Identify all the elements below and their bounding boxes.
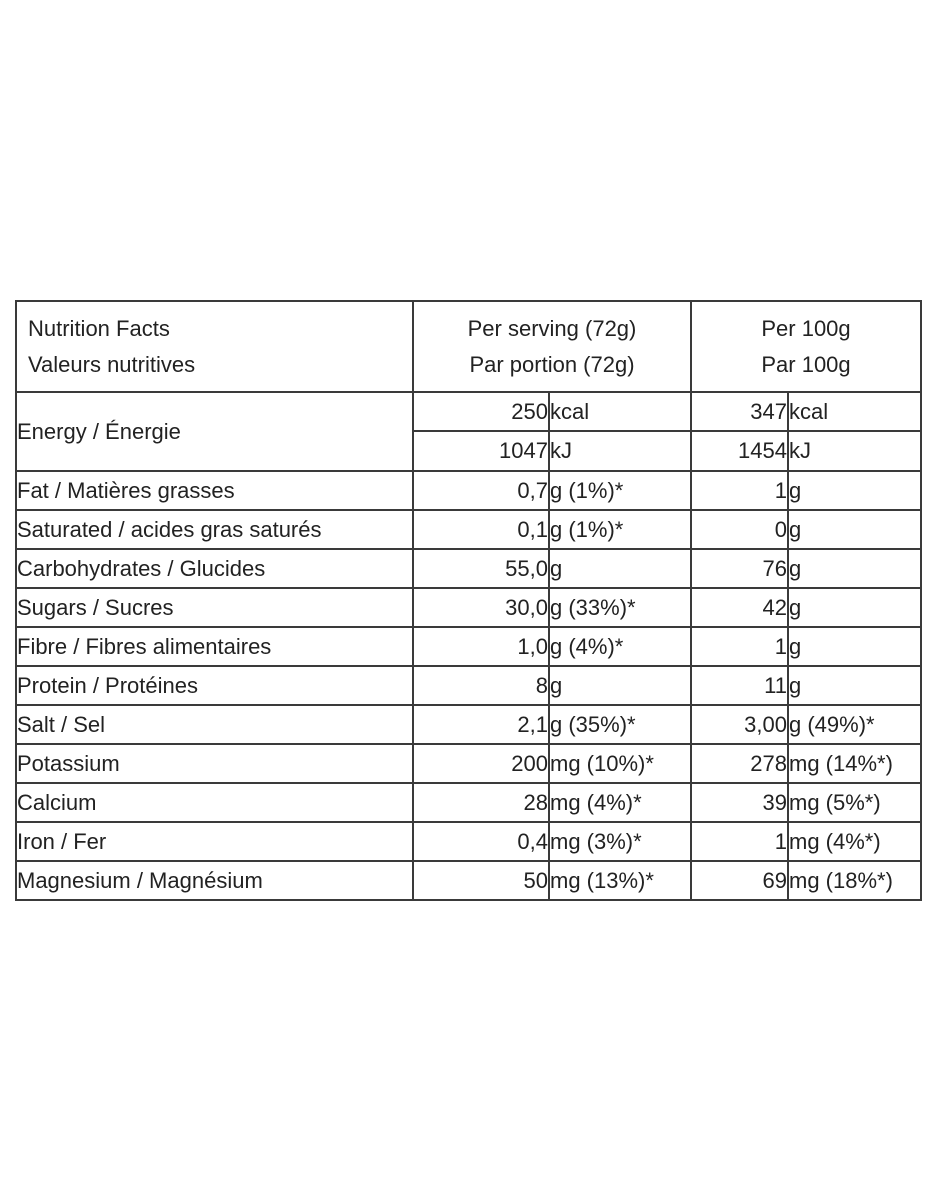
table-row: Potassium 200 mg (10%)* 278 mg (14%*) xyxy=(15,743,923,784)
serving-unit: g (35%)* xyxy=(548,704,692,745)
serving-unit: mg (10%)* xyxy=(548,743,692,784)
table-row: Iron / Fer 0,4 mg (3%)* 1 mg (4%*) xyxy=(15,821,923,862)
nutrient-label: Sugars / Sucres xyxy=(15,587,414,628)
table-row: Magnesium / Magnésium 50 mg (13%)* 69 mg… xyxy=(15,860,923,901)
table-row: Saturated / acides gras saturés 0,1 g (1… xyxy=(15,509,923,550)
per-serving-header-cell: Per serving (72g) Par portion (72g) xyxy=(412,300,692,393)
table-row: Salt / Sel 2,1 g (35%)* 3,00 g (49%)* xyxy=(15,704,923,745)
per100-unit: mg (4%*) xyxy=(786,821,923,862)
per100-unit: g xyxy=(786,587,923,628)
energy-kj-serving-unit: kJ xyxy=(548,430,692,472)
per-serving-header-fr: Par portion (72g) xyxy=(469,351,635,377)
energy-kj-per100-value: 1454 xyxy=(690,430,789,472)
per-100g-header-cell: Per 100g Par 100g xyxy=(689,300,923,393)
energy-kcal-per100-value: 347 xyxy=(690,391,789,432)
nutrient-label: Carbohydrates / Glucides xyxy=(15,548,414,589)
serving-value: 0,4 xyxy=(412,821,550,862)
per100-value: 3,00 xyxy=(690,704,789,745)
per100-value: 1 xyxy=(690,626,789,667)
per100-unit: g xyxy=(786,665,923,706)
nutrient-label-energy: Energy / Énergie xyxy=(15,391,414,472)
per100-unit: mg (18%*) xyxy=(786,860,923,901)
per100-value: 69 xyxy=(690,860,789,901)
per100-value: 42 xyxy=(690,587,789,628)
nutrient-label: Iron / Fer xyxy=(15,821,414,862)
per100-unit: g xyxy=(786,509,923,550)
table-row: Fat / Matières grasses 0,7 g (1%)* 1 g xyxy=(15,470,923,511)
nutrient-label: Magnesium / Magnésium xyxy=(15,860,414,901)
per100-value: 39 xyxy=(690,782,789,823)
serving-unit: mg (13%)* xyxy=(548,860,692,901)
serving-value: 2,1 xyxy=(412,704,550,745)
per100-value: 278 xyxy=(690,743,789,784)
energy-kj-row: 1047 kJ 1454 kJ xyxy=(16,430,923,472)
per100-unit: mg (5%*) xyxy=(786,782,923,823)
table-row: Carbohydrates / Glucides 55,0 g 76 g xyxy=(15,548,923,589)
per-100g-header-fr: Par 100g xyxy=(761,351,851,377)
nutrient-label: Saturated / acides gras saturés xyxy=(15,509,414,550)
table-title-cell: Nutrition Facts Valeurs nutritives xyxy=(15,300,414,393)
serving-unit: g xyxy=(548,548,692,589)
table-header-row: Nutrition Facts Valeurs nutritives Per s… xyxy=(15,300,923,393)
serving-value: 1,0 xyxy=(412,626,550,667)
table-title-en: Nutrition Facts xyxy=(28,315,170,341)
energy-kcal-serving-value: 250 xyxy=(412,391,550,432)
serving-unit: g (4%)* xyxy=(548,626,692,667)
per100-value: 76 xyxy=(690,548,789,589)
serving-value: 200 xyxy=(412,743,550,784)
nutrient-label: Calcium xyxy=(15,782,414,823)
serving-unit: mg (4%)* xyxy=(548,782,692,823)
serving-unit: g (1%)* xyxy=(548,470,692,511)
serving-value: 55,0 xyxy=(412,548,550,589)
per100-unit: g (49%)* xyxy=(786,704,923,745)
table-row: Sugars / Sucres 30,0 g (33%)* 42 g xyxy=(15,587,923,628)
serving-value: 50 xyxy=(412,860,550,901)
nutrient-label: Fibre / Fibres alimentaires xyxy=(15,626,414,667)
per-serving-header-en: Per serving (72g) xyxy=(467,315,637,341)
serving-value: 8 xyxy=(412,665,550,706)
nutrient-label: Salt / Sel xyxy=(15,704,414,745)
per100-value: 1 xyxy=(690,821,789,862)
table-title-fr: Valeurs nutritives xyxy=(28,351,196,377)
energy-kcal-serving-unit: kcal xyxy=(548,391,692,432)
per100-unit: g xyxy=(786,548,923,589)
nutrient-label: Protein / Protéines xyxy=(15,665,414,706)
nutrient-label: Potassium xyxy=(15,743,414,784)
per100-value: 1 xyxy=(690,470,789,511)
table-row: Protein / Protéines 8 g 11 g xyxy=(15,665,923,706)
serving-unit: mg (3%)* xyxy=(548,821,692,862)
serving-unit: g (33%)* xyxy=(548,587,692,628)
per-100g-header-en: Per 100g xyxy=(761,315,851,341)
per100-value: 0 xyxy=(690,509,789,550)
table-row: Fibre / Fibres alimentaires 1,0 g (4%)* … xyxy=(15,626,923,667)
serving-value: 0,1 xyxy=(412,509,550,550)
serving-value: 30,0 xyxy=(412,587,550,628)
per100-value: 11 xyxy=(690,665,789,706)
serving-unit: g (1%)* xyxy=(548,509,692,550)
serving-value: 0,7 xyxy=(412,470,550,511)
table-row: Calcium 28 mg (4%)* 39 mg (5%*) xyxy=(15,782,923,823)
per100-unit: g xyxy=(786,626,923,667)
nutrition-table: Nutrition Facts Valeurs nutritives Per s… xyxy=(15,300,923,901)
per100-unit: g xyxy=(786,470,923,511)
energy-kcal-row: Energy / Énergie 250 kcal 347 kcal xyxy=(15,391,923,472)
energy-kcal-per100-unit: kcal xyxy=(786,391,923,432)
per100-unit: mg (14%*) xyxy=(786,743,923,784)
serving-value: 28 xyxy=(412,782,550,823)
nutrient-label: Fat / Matières grasses xyxy=(15,470,414,511)
serving-unit: g xyxy=(548,665,692,706)
energy-kj-serving-value: 1047 xyxy=(412,430,550,472)
energy-kj-per100-unit: kJ xyxy=(786,430,923,472)
